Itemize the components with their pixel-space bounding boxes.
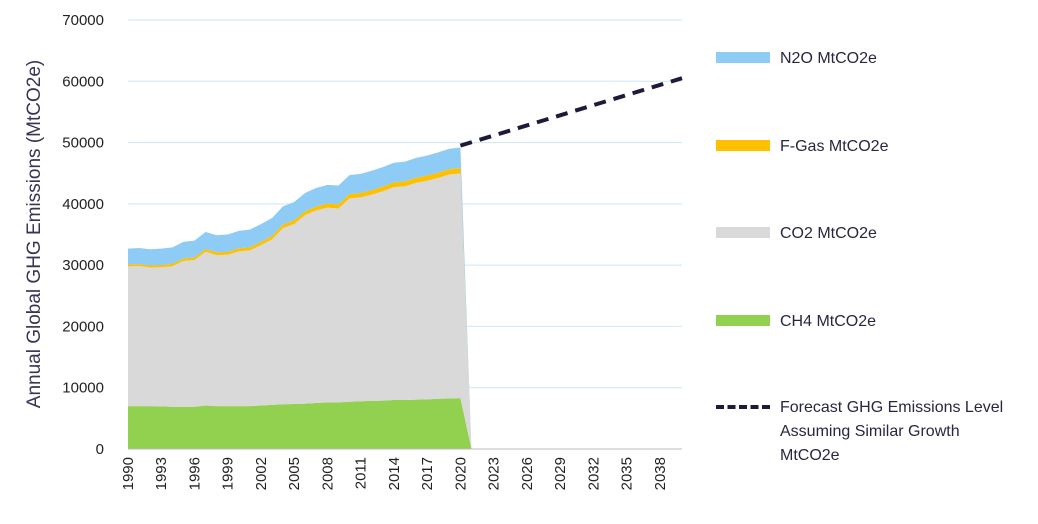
x-tick-label: 2038 bbox=[652, 457, 669, 490]
x-tick-label: 1990 bbox=[120, 457, 137, 490]
legend-label: F-Gas MtCO2e bbox=[780, 138, 889, 155]
y-tick-label: 70000 bbox=[62, 12, 104, 29]
x-tick-label: 2008 bbox=[319, 457, 336, 490]
legend-swatch bbox=[716, 52, 770, 63]
y-tick-label: 10000 bbox=[62, 380, 104, 397]
legend-label: CO2 MtCO2e bbox=[780, 225, 877, 242]
legend: N2O MtCO2e F-Gas MtCO2e CO2 MtCO2e CH4 MtCO… bbox=[716, 0, 1036, 524]
legend-item: Forecast GHG Emissions Level Assuming Si… bbox=[716, 396, 1020, 468]
legend-swatch bbox=[716, 405, 770, 409]
x-tick-label: 1999 bbox=[220, 457, 237, 490]
y-tick-label: 0 bbox=[96, 441, 104, 458]
x-tick-label: 2002 bbox=[253, 457, 270, 490]
x-tick-label: 2020 bbox=[452, 457, 469, 490]
x-tick-label: 1993 bbox=[153, 457, 170, 490]
x-tick-label: 2017 bbox=[419, 457, 436, 490]
legend-item: CO2 MtCO2e bbox=[716, 222, 1030, 246]
x-tick-label: 2026 bbox=[519, 457, 536, 490]
legend-item: F-Gas MtCO2e bbox=[716, 135, 1030, 159]
legend-swatch bbox=[716, 140, 770, 151]
y-axis-label: Annual Global GHG Emissions (MtCO2e) bbox=[24, 60, 45, 408]
x-tick-label: 2011 bbox=[353, 457, 370, 489]
x-tick-label: 2005 bbox=[286, 457, 303, 490]
x-tick-label: 2035 bbox=[619, 457, 636, 490]
chart: Annual Global GHG Emissions (MtCO2e) 0 10… bbox=[24, 12, 683, 490]
legend-label: CH4 MtCO2e bbox=[780, 313, 877, 330]
y-tick-label: 50000 bbox=[62, 135, 104, 152]
y-tick-label: 60000 bbox=[62, 73, 104, 90]
x-tick-label: 2032 bbox=[585, 457, 602, 490]
y-tick-label: 30000 bbox=[62, 257, 104, 274]
legend-item: N2O MtCO2e bbox=[716, 47, 1030, 71]
legend-swatch bbox=[716, 227, 770, 238]
area bbox=[128, 147, 472, 449]
area bbox=[128, 398, 472, 449]
x-tick-label: 2023 bbox=[486, 457, 503, 490]
y-tick-label: 40000 bbox=[62, 196, 104, 213]
legend-label: N2O MtCO2e bbox=[780, 50, 877, 67]
x-tick-label: 2014 bbox=[386, 457, 403, 490]
legend-swatch bbox=[716, 315, 770, 326]
x-tick-label: 1996 bbox=[186, 457, 203, 490]
legend-label: Forecast GHG Emissions Level Assuming Si… bbox=[780, 399, 1004, 464]
area bbox=[128, 173, 472, 449]
y-tick-label: 20000 bbox=[62, 318, 104, 335]
legend-item: CH4 MtCO2e bbox=[716, 310, 1030, 334]
x-tick-label: 2029 bbox=[552, 457, 569, 490]
forecast-line bbox=[459, 76, 683, 148]
